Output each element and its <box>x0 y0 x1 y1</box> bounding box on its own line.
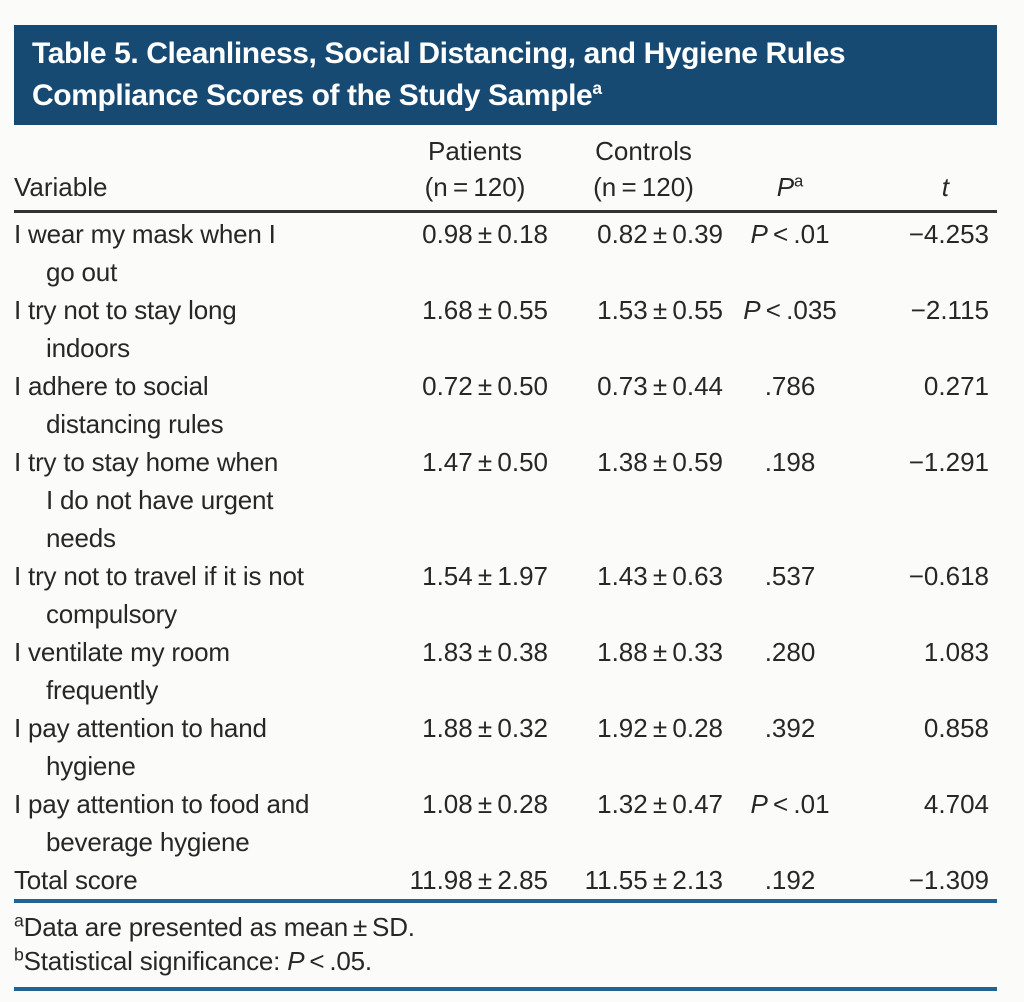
variable-cell: I try not to stay long indoors <box>14 295 237 363</box>
controls-value: 1.38 ± 0.59 <box>597 447 723 477</box>
table-header-row: Variable Patients (n = 120) Controls (n … <box>14 125 997 210</box>
t-value: 0.858 <box>923 713 989 743</box>
footnote-a: aData are presented as mean ± SD. <box>14 910 415 942</box>
controls-value: 1.32 ± 0.47 <box>597 789 723 819</box>
table-figure: Table 5. Cleanliness, Social Distancing,… <box>14 25 997 991</box>
controls-value: 1.92 ± 0.28 <box>597 713 723 743</box>
table-row: I adhere to social distancing rules 0.72… <box>14 367 997 443</box>
patients-value: 1.08 ± 0.28 <box>422 789 548 819</box>
patients-value: 11.98 ± 2.85 <box>409 865 548 895</box>
table-body: I wear my mask when I go out 0.98 ± 0.18… <box>14 213 997 899</box>
t-value: −1.291 <box>908 447 989 477</box>
p-value: P < .01 <box>750 219 830 249</box>
table-row: I try not to stay long indoors 1.68 ± 0.… <box>14 291 997 367</box>
t-value: 4.704 <box>923 789 989 819</box>
header-rule <box>14 210 997 213</box>
patients-value: 1.54 ± 1.97 <box>422 561 548 591</box>
patients-value: 0.72 ± 0.50 <box>422 371 548 401</box>
p-value: .198 <box>764 447 816 477</box>
title-superscript: a <box>592 78 602 98</box>
bottom-rule <box>14 987 997 991</box>
table-row: I ventilate my room frequently 1.83 ± 0.… <box>14 633 997 709</box>
patients-value: 1.83 ± 0.38 <box>422 637 548 667</box>
p-value: .192 <box>764 865 816 895</box>
table-title-line2: Compliance Scores of the Study Samplea <box>32 78 602 112</box>
table-row: I pay attention to food and beverage hyg… <box>14 785 997 861</box>
variable-cell: I try not to travel if it is not compuls… <box>14 561 304 629</box>
variable-cell: I pay attention to hand hygiene <box>14 713 267 781</box>
column-header-variable: Variable <box>14 172 108 202</box>
t-value: −0.618 <box>908 561 989 591</box>
p-value: .537 <box>764 561 816 591</box>
table-row: Total score 11.98 ± 2.85 11.55 ± 2.13 .1… <box>14 861 997 899</box>
variable-cell: I adhere to social distancing rules <box>14 371 224 439</box>
t-value: −2.115 <box>910 295 989 325</box>
footnote-marker: b <box>14 944 24 965</box>
variable-cell: I wear my mask when I go out <box>14 219 276 287</box>
t-value: 0.271 <box>923 371 989 401</box>
controls-value: 11.55 ± 2.13 <box>584 865 723 895</box>
column-header-t: t <box>941 172 949 202</box>
column-header-p: Pa <box>776 171 804 202</box>
variable-cell: I ventilate my room frequently <box>14 637 230 705</box>
p-value: P < .035 <box>743 295 837 325</box>
patients-value: 1.68 ± 0.55 <box>422 295 548 325</box>
t-value: −1.309 <box>908 865 989 895</box>
controls-value: 1.43 ± 0.63 <box>597 561 723 591</box>
table-row: I wear my mask when I go out 0.98 ± 0.18… <box>14 215 997 291</box>
column-header-patients: Patients (n = 120) <box>424 136 526 202</box>
controls-value: 0.82 ± 0.39 <box>597 219 723 249</box>
variable-cell: I try to stay home when I do not have ur… <box>14 447 279 553</box>
table-footnotes: aData are presented as mean ± SD. bStati… <box>14 903 997 987</box>
controls-value: 1.53 ± 0.55 <box>597 295 723 325</box>
table-row: I pay attention to hand hygiene 1.88 ± 0… <box>14 709 997 785</box>
p-value: .280 <box>764 637 816 667</box>
controls-value: 0.73 ± 0.44 <box>597 371 723 401</box>
t-value: 1.083 <box>923 637 989 667</box>
table-title-line1: Table 5. Cleanliness, Social Distancing,… <box>32 37 846 70</box>
controls-value: 1.88 ± 0.33 <box>597 637 723 667</box>
table-row: I try to stay home when I do not have ur… <box>14 443 997 557</box>
column-header-controls: Controls (n = 120) <box>593 136 694 202</box>
variable-cell: Total score <box>14 865 138 895</box>
p-value: .392 <box>764 713 816 743</box>
p-value: P < .01 <box>750 789 830 819</box>
patients-value: 1.88 ± 0.32 <box>422 713 548 743</box>
table-row: I try not to travel if it is not compuls… <box>14 557 997 633</box>
footnote-marker: a <box>14 910 24 931</box>
patients-value: 1.47 ± 0.50 <box>422 447 548 477</box>
p-value: .786 <box>764 371 816 401</box>
footnote-b: bStatistical significance: P < .05. <box>14 944 372 976</box>
t-value: −4.253 <box>908 219 989 249</box>
patients-value: 0.98 ± 0.18 <box>422 219 548 249</box>
variable-cell: I pay attention to food and beverage hyg… <box>14 789 310 857</box>
footnote-rule <box>14 899 997 903</box>
table-title-banner: Table 5. Cleanliness, Social Distancing,… <box>14 25 997 125</box>
